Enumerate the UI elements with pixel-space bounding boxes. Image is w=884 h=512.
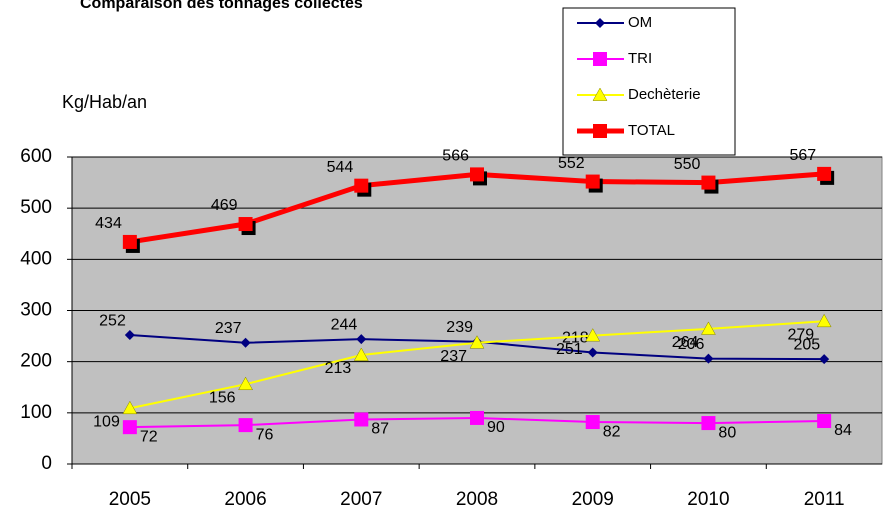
data-label: 264 xyxy=(672,334,699,351)
x-tick-label: 2010 xyxy=(687,489,729,510)
marker xyxy=(122,420,137,435)
marker xyxy=(238,418,253,433)
legend-marker xyxy=(593,52,607,66)
data-label: 550 xyxy=(674,156,701,173)
y-axis-label: Kg/Hab/an xyxy=(62,92,147,112)
data-label: 90 xyxy=(487,419,505,436)
y-tick-label: 500 xyxy=(20,197,52,218)
legend-marker xyxy=(592,87,608,101)
marker xyxy=(587,347,598,358)
marker xyxy=(122,234,137,249)
data-label: 72 xyxy=(140,428,158,445)
marker xyxy=(817,414,832,429)
marker xyxy=(585,328,601,342)
marker xyxy=(240,337,251,348)
data-label: 252 xyxy=(99,312,126,329)
marker xyxy=(585,174,600,189)
data-label: 84 xyxy=(834,422,852,439)
marker xyxy=(353,347,369,361)
marker xyxy=(703,353,714,364)
data-label: 544 xyxy=(327,159,354,176)
marker xyxy=(469,335,485,349)
legend-label: OM xyxy=(628,14,652,31)
data-label: 213 xyxy=(325,360,352,377)
marker xyxy=(819,354,830,365)
data-label: 87 xyxy=(371,421,389,438)
data-label: 251 xyxy=(556,341,583,358)
x-tick-label: 2011 xyxy=(804,489,845,510)
data-label: 82 xyxy=(603,423,621,440)
legend-label: TOTAL xyxy=(628,122,675,139)
y-tick-label: 200 xyxy=(20,351,52,372)
marker xyxy=(122,400,138,415)
marker xyxy=(816,313,832,328)
x-tick-label: 2006 xyxy=(224,489,266,510)
data-label: 567 xyxy=(789,147,816,164)
data-label: 205 xyxy=(793,336,820,353)
legend-marker xyxy=(593,124,607,138)
x-tick-label: 2009 xyxy=(572,489,614,510)
x-tick-label: 2008 xyxy=(456,489,498,510)
data-label: 237 xyxy=(215,320,242,337)
y-tick-label: 0 xyxy=(41,453,52,474)
marker xyxy=(354,178,369,193)
marker xyxy=(701,416,716,431)
legend-label: TRI xyxy=(628,50,652,67)
data-label: 218 xyxy=(562,330,589,347)
data-label: 76 xyxy=(256,426,274,443)
data-label: 109 xyxy=(93,413,120,430)
legend-label: Dechèterie xyxy=(628,86,701,103)
marker xyxy=(470,167,484,182)
marker xyxy=(817,166,832,181)
data-label: 469 xyxy=(211,197,238,214)
y-tick-label: 600 xyxy=(20,146,52,167)
data-label: 552 xyxy=(558,155,585,172)
marker xyxy=(701,321,716,335)
data-label: 206 xyxy=(678,336,705,353)
y-tick-label: 100 xyxy=(20,402,52,423)
data-label: 434 xyxy=(95,215,122,232)
data-label: 156 xyxy=(209,389,236,406)
y-tick-label: 400 xyxy=(20,248,52,269)
x-tick-label: 2005 xyxy=(109,489,151,510)
marker xyxy=(356,334,367,345)
data-label: 237 xyxy=(440,348,467,365)
y-tick-label: 300 xyxy=(20,300,52,321)
marker xyxy=(354,412,369,427)
data-label: 566 xyxy=(442,148,469,165)
marker xyxy=(238,217,253,232)
chart-title: Comparaison des tonnages collectés xyxy=(80,0,363,12)
x-tick-label: 2007 xyxy=(340,489,382,510)
marker xyxy=(470,410,484,425)
marker xyxy=(124,330,135,341)
data-label: 80 xyxy=(718,424,736,441)
marker xyxy=(585,415,600,430)
marker xyxy=(238,376,253,391)
data-label: 279 xyxy=(787,326,814,343)
legend-marker xyxy=(595,18,605,28)
data-label: 239 xyxy=(446,319,473,336)
data-label: 244 xyxy=(331,316,358,333)
marker xyxy=(701,175,716,190)
